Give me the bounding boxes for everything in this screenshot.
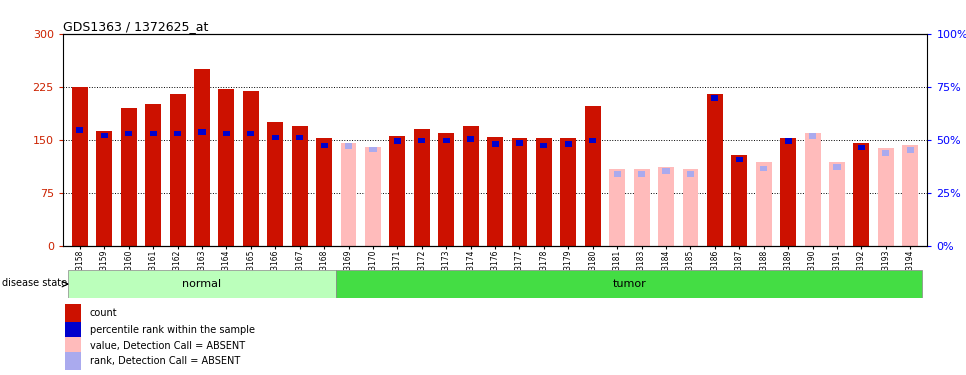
Bar	[198, 129, 206, 135]
Text: tumor: tumor	[612, 279, 646, 289]
Bar	[687, 171, 694, 177]
Bar	[242, 91, 259, 246]
Bar	[100, 133, 108, 138]
Bar	[536, 138, 552, 246]
Bar	[66, 338, 81, 356]
Bar	[610, 170, 625, 246]
Bar	[781, 138, 796, 246]
Bar	[218, 89, 235, 246]
Bar	[76, 127, 83, 133]
Bar	[316, 138, 332, 246]
Bar	[66, 321, 81, 339]
Bar	[442, 138, 450, 143]
Bar	[345, 143, 353, 149]
Bar	[858, 145, 865, 150]
Bar	[683, 170, 698, 246]
Bar	[512, 138, 527, 246]
Text: normal: normal	[183, 279, 221, 289]
Bar	[150, 130, 156, 136]
Bar	[658, 166, 674, 246]
Bar	[170, 94, 185, 246]
Bar	[584, 106, 601, 246]
Bar	[907, 147, 914, 153]
Bar	[565, 141, 572, 147]
Bar	[336, 270, 923, 298]
Bar	[418, 138, 425, 143]
Text: count: count	[90, 308, 117, 318]
Bar	[341, 143, 356, 246]
Bar	[540, 142, 548, 148]
Bar	[292, 126, 307, 246]
Bar	[736, 157, 743, 162]
Bar	[121, 108, 136, 246]
Text: percentile rank within the sample: percentile rank within the sample	[90, 326, 255, 336]
Bar	[902, 146, 919, 246]
Bar	[194, 69, 210, 246]
Bar	[145, 104, 161, 246]
Bar	[760, 166, 767, 171]
Bar	[613, 171, 621, 177]
Text: GDS1363 / 1372625_at: GDS1363 / 1372625_at	[63, 20, 208, 33]
Bar	[834, 164, 840, 170]
Bar	[66, 352, 81, 370]
Bar	[589, 138, 596, 143]
Bar	[321, 142, 327, 148]
Bar	[663, 168, 669, 174]
Text: disease state: disease state	[2, 278, 67, 288]
Bar	[271, 135, 279, 140]
Bar	[126, 130, 132, 136]
Bar	[560, 138, 577, 246]
Bar	[369, 147, 377, 152]
Text: value, Detection Call = ABSENT: value, Detection Call = ABSENT	[90, 341, 244, 351]
Bar	[882, 150, 890, 156]
Bar	[638, 171, 645, 177]
Bar	[463, 126, 478, 246]
Bar	[809, 134, 816, 139]
Bar	[805, 133, 820, 246]
Bar	[389, 136, 406, 246]
Bar	[829, 162, 845, 246]
Bar	[784, 138, 792, 144]
Text: rank, Detection Call = ABSENT: rank, Detection Call = ABSENT	[90, 356, 240, 366]
Bar	[174, 130, 182, 136]
Bar	[268, 122, 283, 246]
Bar	[711, 95, 719, 101]
Bar	[365, 147, 381, 246]
Bar	[439, 133, 454, 246]
Bar	[707, 94, 723, 246]
Bar	[492, 141, 498, 147]
Bar	[247, 130, 254, 136]
Bar	[878, 148, 894, 246]
Bar	[634, 170, 649, 246]
Bar	[97, 130, 112, 246]
Bar	[413, 129, 430, 246]
Bar	[731, 155, 748, 246]
Bar	[68, 270, 336, 298]
Bar	[223, 130, 230, 136]
Bar	[468, 136, 474, 142]
Bar	[394, 138, 401, 144]
Bar	[755, 162, 772, 246]
Bar	[516, 140, 523, 146]
Bar	[297, 135, 303, 140]
Bar	[66, 304, 81, 321]
Bar	[487, 137, 503, 246]
Bar	[854, 143, 869, 246]
Bar	[71, 87, 88, 246]
